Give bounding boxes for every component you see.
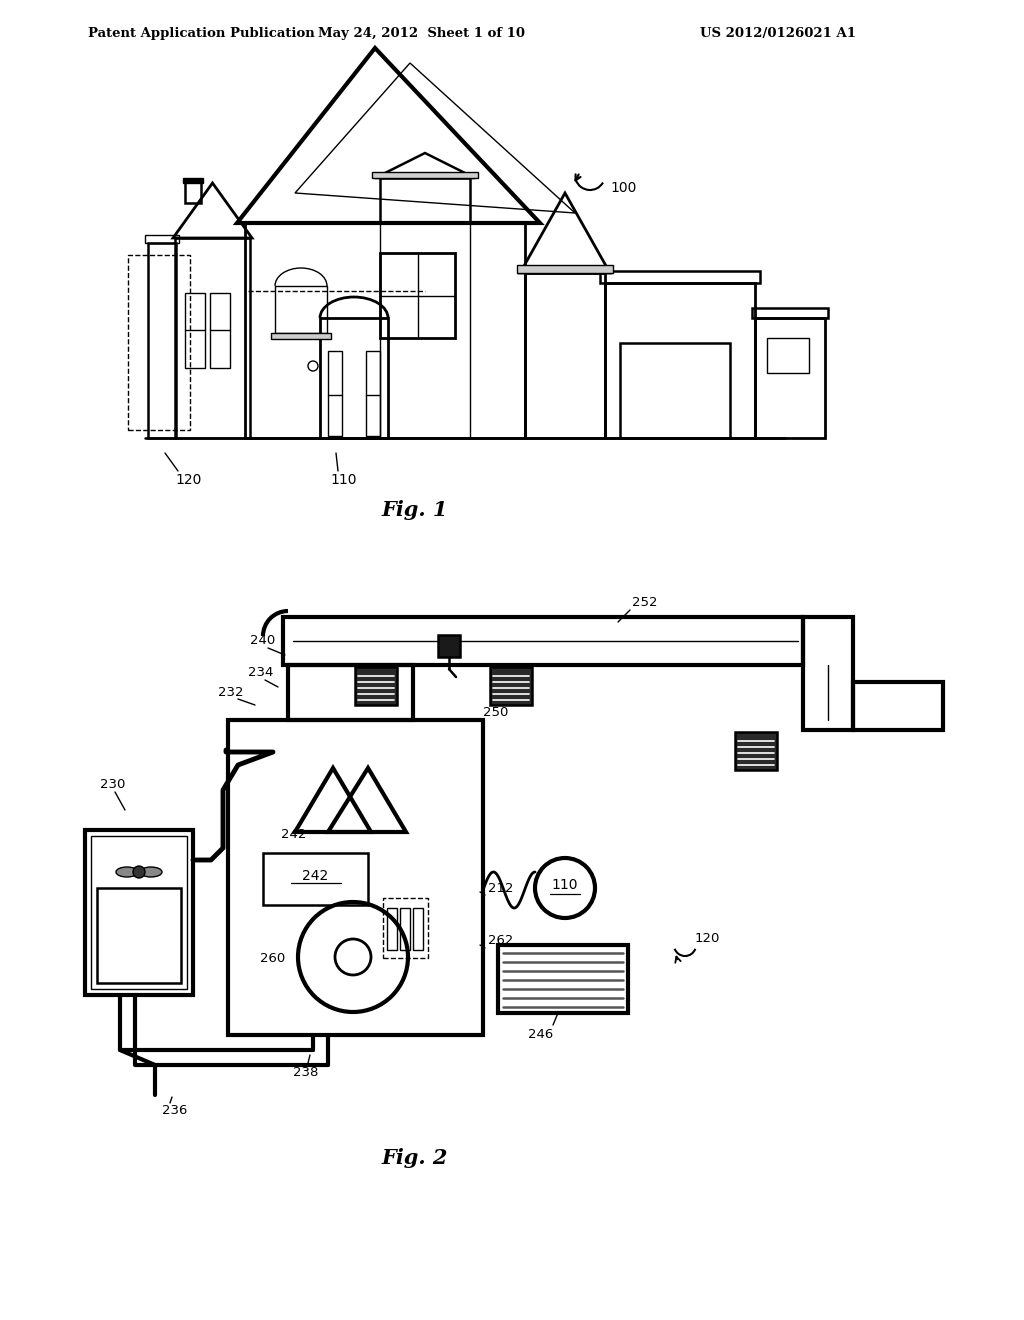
Text: 240: 240: [250, 634, 275, 647]
Bar: [752, 308, 828, 318]
Bar: [97, 888, 181, 983]
Bar: [263, 853, 368, 906]
Bar: [271, 333, 331, 339]
Text: 254: 254: [355, 696, 380, 709]
Bar: [185, 181, 201, 203]
Text: 232: 232: [218, 685, 244, 698]
Bar: [853, 682, 943, 730]
Text: May 24, 2012  Sheet 1 of 10: May 24, 2012 Sheet 1 of 10: [318, 26, 525, 40]
Text: 260: 260: [260, 952, 286, 965]
Bar: [85, 830, 193, 995]
Bar: [413, 908, 423, 950]
Ellipse shape: [140, 867, 162, 876]
Bar: [175, 238, 250, 438]
Text: 242: 242: [302, 869, 329, 883]
Text: Fig. 2: Fig. 2: [382, 1148, 449, 1168]
Bar: [380, 253, 455, 338]
Bar: [245, 223, 525, 438]
Circle shape: [133, 866, 145, 878]
Bar: [128, 255, 190, 430]
Bar: [438, 635, 460, 657]
Bar: [803, 616, 853, 730]
Bar: [210, 293, 230, 368]
Bar: [91, 836, 187, 989]
Bar: [380, 178, 470, 223]
Text: 100: 100: [610, 181, 636, 195]
Bar: [148, 243, 176, 438]
Bar: [755, 318, 825, 438]
Text: 252: 252: [632, 595, 657, 609]
Text: 110: 110: [552, 878, 579, 892]
Bar: [400, 908, 410, 950]
Bar: [319, 318, 388, 438]
Text: 120: 120: [695, 932, 720, 945]
Text: 262: 262: [488, 933, 513, 946]
Bar: [355, 667, 397, 705]
Text: 110: 110: [330, 473, 356, 487]
Bar: [517, 265, 613, 273]
Text: 212: 212: [488, 882, 513, 895]
Ellipse shape: [116, 867, 138, 876]
Text: 246: 246: [528, 1028, 553, 1041]
Text: 250: 250: [483, 706, 508, 719]
Bar: [283, 616, 803, 665]
Bar: [490, 667, 532, 705]
Bar: [328, 351, 342, 436]
Text: 238: 238: [293, 1067, 318, 1080]
Text: 242: 242: [281, 829, 306, 842]
Bar: [372, 172, 478, 178]
Bar: [185, 293, 205, 368]
Text: 234: 234: [248, 667, 273, 680]
Bar: [145, 235, 179, 243]
Bar: [228, 719, 483, 1035]
Text: US 2012/0126021 A1: US 2012/0126021 A1: [700, 26, 856, 40]
Bar: [383, 898, 428, 958]
Bar: [620, 343, 730, 438]
Bar: [366, 351, 380, 436]
Text: 120: 120: [175, 473, 202, 487]
Text: Patent Application Publication: Patent Application Publication: [88, 26, 314, 40]
Bar: [600, 271, 760, 282]
Bar: [498, 945, 628, 1012]
Bar: [380, 223, 470, 438]
Bar: [183, 178, 203, 183]
Bar: [387, 908, 397, 950]
Bar: [525, 273, 605, 438]
Bar: [735, 733, 777, 770]
Text: 230: 230: [100, 779, 125, 792]
Text: 236: 236: [162, 1104, 187, 1117]
Bar: [275, 286, 327, 333]
Text: Fig. 1: Fig. 1: [382, 500, 449, 520]
Bar: [767, 338, 809, 374]
Bar: [605, 282, 755, 438]
Bar: [288, 665, 413, 719]
